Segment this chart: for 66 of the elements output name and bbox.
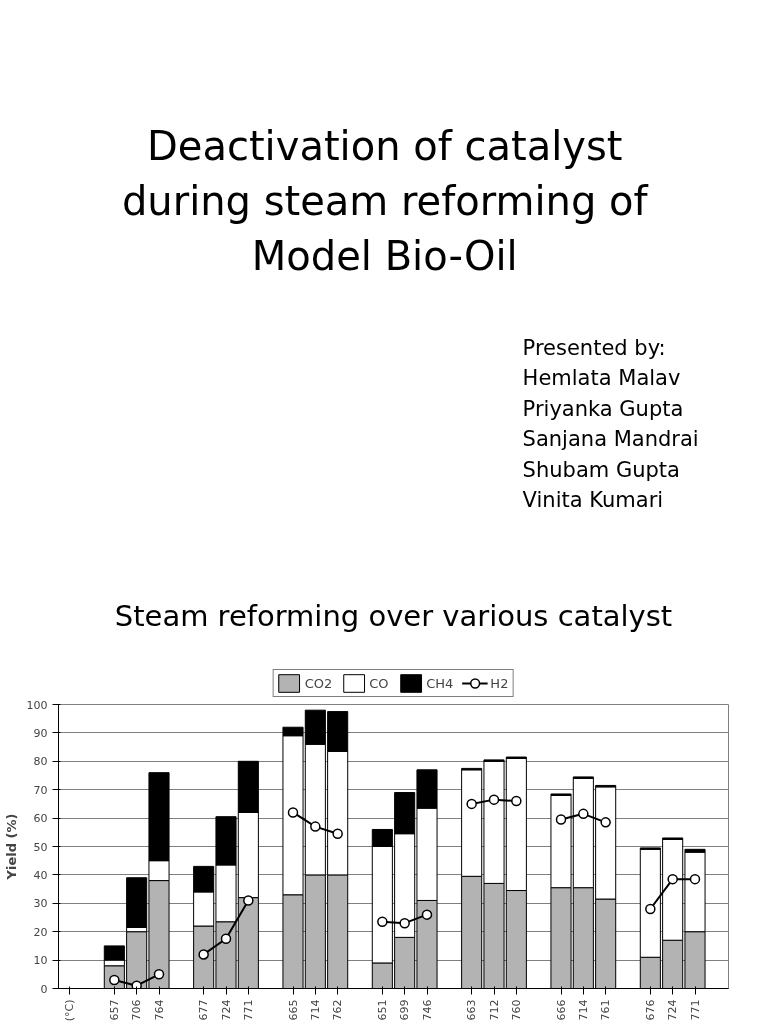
y-tick-label: 40 xyxy=(33,868,48,882)
y-tick-label: 20 xyxy=(33,925,48,939)
point xyxy=(220,933,232,945)
point xyxy=(645,903,656,915)
y-tick-label: 90 xyxy=(33,726,48,740)
point xyxy=(287,807,299,818)
y-tick-label: 50 xyxy=(33,840,48,854)
y-tick-label: 30 xyxy=(33,897,48,911)
x-tick-label: 712 xyxy=(487,999,501,1021)
text: Sanjana Mandrai xyxy=(522,427,699,451)
text: Shubam Gupta xyxy=(522,457,680,482)
x-tick-label: 706 xyxy=(130,999,144,1021)
text: Hemlata Malav xyxy=(522,366,681,390)
x-tick-label: 714 xyxy=(308,999,322,1021)
x-tick-label: 666 xyxy=(554,999,568,1021)
point xyxy=(131,980,142,989)
chart-subtitle: Steam reforming over various catalyst xyxy=(114,598,673,633)
legend-label: H2 xyxy=(490,675,510,691)
x-tick-label: 746 xyxy=(420,999,434,1021)
point xyxy=(511,795,522,807)
x-tick-label: 657 xyxy=(107,999,121,1021)
x-tick-label: 724 xyxy=(219,999,233,1021)
point xyxy=(466,798,477,810)
point xyxy=(153,969,165,980)
point xyxy=(332,828,343,839)
x-tick-label: 663 xyxy=(465,999,479,1021)
x-tick-label: 771 xyxy=(688,999,702,1021)
text: Priyanka Gupta xyxy=(522,396,684,421)
point xyxy=(600,817,611,828)
point xyxy=(243,895,254,906)
text: Vinita Kumari xyxy=(522,488,664,512)
point xyxy=(578,808,589,820)
y-tick-label: 80 xyxy=(33,755,48,769)
x-tick-label: 762 xyxy=(331,999,345,1021)
x-tick-label: 714 xyxy=(576,999,590,1021)
y-tick-label: 70 xyxy=(33,783,48,797)
point xyxy=(689,873,701,885)
point xyxy=(198,949,209,960)
legend-label: CH4 xyxy=(426,675,454,691)
y-tick-label: 0 xyxy=(40,982,48,996)
point xyxy=(667,873,678,885)
point xyxy=(488,794,500,805)
x-tick-label: 760 xyxy=(509,999,523,1021)
legend-label: CO2 xyxy=(304,675,333,691)
point xyxy=(421,909,433,920)
x-tick-label: 764 xyxy=(152,999,166,1021)
x-tick-label: 724 xyxy=(666,999,680,1021)
x-tick-label: 699 xyxy=(398,999,412,1021)
y-axis-title: Yield (%) xyxy=(3,813,19,881)
point xyxy=(377,916,388,927)
legend-label: CO xyxy=(369,675,390,691)
y-tick-label: 10 xyxy=(33,954,48,968)
point xyxy=(399,917,410,929)
x-tick-label: 665 xyxy=(286,999,300,1021)
y-tick-label: 100 xyxy=(26,698,48,712)
x-tick-label: 651 xyxy=(375,999,389,1021)
x-tick-label: 761 xyxy=(599,999,613,1021)
x-tick-label: 771 xyxy=(241,999,255,1021)
x-tick-label: 676 xyxy=(643,999,657,1021)
y-tick-label: 60 xyxy=(33,812,48,826)
point xyxy=(555,814,567,825)
x-tick-label: 677 xyxy=(197,999,211,1021)
x-tick-label: (°C) xyxy=(63,999,77,1022)
point xyxy=(310,821,321,832)
chart-title: Deactivation of catalyst during steam reforming of Model Bio-Oil xyxy=(121,122,649,279)
text: Presented by: xyxy=(522,335,666,360)
